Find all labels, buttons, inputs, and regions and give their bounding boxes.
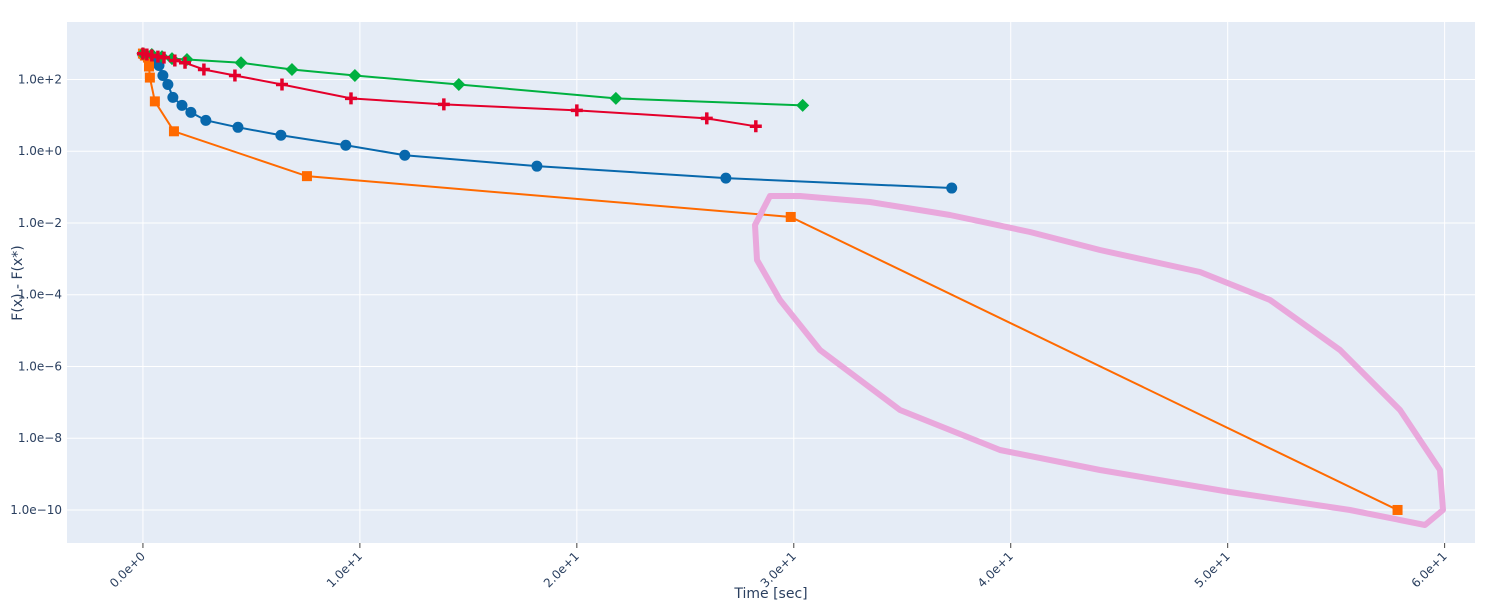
y-tick-label: 1.0e−8 <box>18 431 62 445</box>
x-tick-label: 1.0e+1 <box>324 549 365 590</box>
x-tick-label: 4.0e+1 <box>975 549 1016 590</box>
marker <box>1392 504 1403 515</box>
marker <box>340 139 352 151</box>
y-tick-label: 1.0e−10 <box>10 503 62 517</box>
marker <box>232 121 244 133</box>
marker <box>749 120 762 133</box>
marker <box>399 149 411 161</box>
x-tick-label: 5.0e+1 <box>1192 549 1233 590</box>
marker <box>144 72 155 83</box>
marker <box>168 126 179 137</box>
marker <box>179 56 192 69</box>
marker <box>275 78 288 91</box>
y-tick-label: 1.0e−4 <box>18 288 62 302</box>
marker <box>946 182 958 194</box>
marker <box>720 172 732 184</box>
marker <box>168 54 181 67</box>
marker <box>437 98 450 111</box>
y-tick-label: 1.0e−2 <box>18 216 62 230</box>
marker <box>149 96 160 107</box>
marker <box>348 69 362 83</box>
marker <box>285 62 299 76</box>
x-tick-label: 2.0e+1 <box>541 549 582 590</box>
marker <box>609 91 623 105</box>
marker <box>167 91 179 103</box>
marker <box>144 61 155 72</box>
marker <box>185 106 197 118</box>
x-axis-title: Time [sec] <box>733 586 807 602</box>
marker <box>796 98 810 112</box>
marker <box>176 99 188 111</box>
marker <box>344 92 357 105</box>
x-tick-label: 0.0e+0 <box>107 549 148 590</box>
y-tick-label: 1.0e+0 <box>18 144 62 158</box>
marker <box>157 70 169 82</box>
x-tick-label: 6.0e+1 <box>1409 549 1450 590</box>
marker <box>301 171 312 182</box>
marker <box>157 51 170 64</box>
marker <box>570 104 583 117</box>
marker <box>234 56 248 70</box>
marker <box>452 77 466 91</box>
marker <box>228 69 241 82</box>
y-tick-label: 1.0e−6 <box>18 359 62 373</box>
marker <box>197 63 210 76</box>
marker <box>785 211 796 222</box>
y-axis-title: F(x) - F(x*) <box>10 245 26 320</box>
marker <box>200 114 212 126</box>
y-tick-label: 1.0e+2 <box>18 72 62 86</box>
highlight-ellipse <box>752 193 1446 528</box>
x-tick-label: 3.0e+1 <box>758 549 799 590</box>
marker <box>275 129 287 141</box>
marker <box>700 112 713 125</box>
series-markers <box>136 47 1403 515</box>
marker <box>531 160 543 172</box>
grid <box>67 22 1475 548</box>
marker <box>180 53 194 67</box>
marker <box>162 78 174 90</box>
